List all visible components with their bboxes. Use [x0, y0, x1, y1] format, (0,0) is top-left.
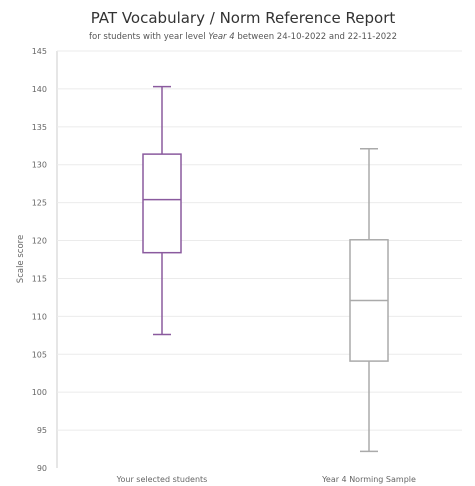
subtitle-year-level: Year 4	[208, 32, 234, 42]
y-tick-label: 100	[32, 388, 47, 397]
y-tick-label: 95	[37, 426, 47, 435]
interquartile-box	[142, 153, 182, 254]
gridlines	[56, 50, 462, 468]
y-tick-label: 125	[32, 199, 47, 208]
x-category-label: Year 4 Norming Sample	[321, 475, 416, 484]
y-tick-label: 140	[32, 85, 47, 94]
x-category-label: Your selected students	[116, 475, 208, 484]
chart-title: PAT Vocabulary / Norm Reference Report	[91, 9, 396, 27]
y-axis-label: Scale score	[16, 235, 26, 283]
subtitle-prefix: for students with year level	[89, 32, 208, 42]
y-tick-label: 105	[32, 350, 47, 359]
subtitle-date-range: between 24-10-2022 and 22-11-2022	[235, 32, 397, 42]
y-tick-label: 130	[32, 161, 47, 170]
y-tick-label: 90	[37, 464, 47, 473]
y-tick-label: 110	[32, 312, 47, 321]
y-tick-label: 115	[32, 274, 47, 283]
y-axis-ticks: 90 95 100 105 110 115 120 125 130 135 140 145	[32, 47, 47, 473]
boxes	[142, 85, 389, 453]
box-selected-students	[142, 85, 182, 336]
box-norming-sample	[349, 148, 389, 453]
y-tick-label: 135	[32, 123, 47, 132]
chart-subtitle: for students with year level Year 4 betw…	[89, 32, 397, 42]
x-axis-categories: Your selected students Year 4 Norming Sam…	[116, 475, 416, 484]
y-tick-label: 120	[32, 237, 47, 246]
y-tick-label: 145	[32, 47, 47, 56]
